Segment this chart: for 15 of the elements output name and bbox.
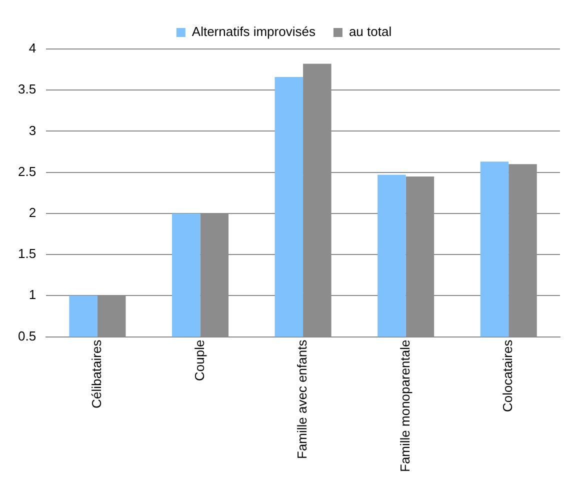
y-tick-label: 2 xyxy=(28,205,36,220)
legend-label: Alternatifs improvisés xyxy=(192,24,316,40)
x-tick-label: Famille avec enfants xyxy=(294,339,310,459)
x-tick-label: Célibataires xyxy=(89,339,104,408)
y-tick-label: 0.5 xyxy=(18,328,36,344)
y-tick-label: 4 xyxy=(28,40,36,56)
y-tick-label: 2.5 xyxy=(18,164,36,179)
x-tick-label: Couple xyxy=(192,340,207,381)
x-tick-label: Famille monoparentale xyxy=(397,340,412,472)
y-tick-label: 1 xyxy=(28,287,36,302)
y-tick-label: 1.5 xyxy=(18,246,36,262)
legend-label: au total xyxy=(348,24,392,40)
y-tick-label: 3 xyxy=(28,122,36,138)
y-tick-label: 3.5 xyxy=(18,82,36,97)
x-tick-label: Colocataires xyxy=(500,339,516,412)
